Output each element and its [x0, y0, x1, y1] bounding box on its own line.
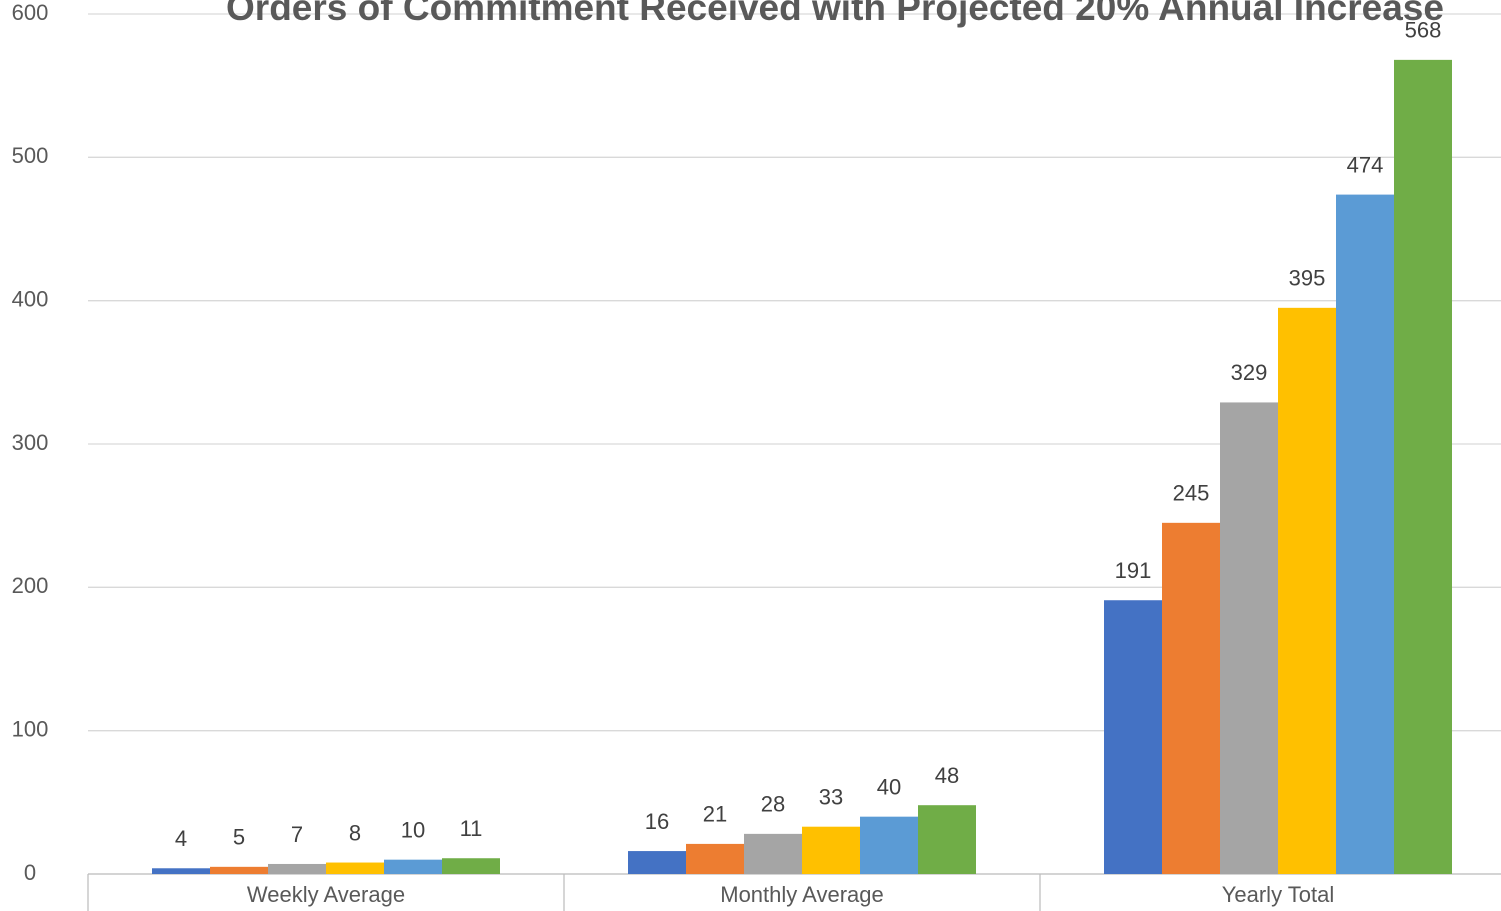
y-tick-label: 100: [12, 716, 49, 741]
chart-title: Orders of Commitment Received with Proje…: [226, 0, 1444, 28]
y-tick-label: 0: [24, 860, 36, 885]
x-tick-label: Weekly Average: [247, 882, 405, 907]
bar: [268, 863, 326, 874]
value-label: 4: [175, 826, 187, 851]
bar: [1394, 59, 1452, 875]
bar: [918, 805, 976, 874]
value-label: 10: [401, 817, 425, 842]
value-label: 8: [349, 820, 361, 845]
value-label: 474: [1347, 152, 1384, 177]
bar: [686, 843, 744, 874]
value-label: 11: [460, 816, 483, 841]
x-tick-label: Monthly Average: [720, 882, 883, 907]
y-tick-label: 200: [12, 573, 49, 598]
value-label: 5: [233, 825, 245, 850]
value-label: 28: [761, 792, 785, 817]
bar: [1336, 194, 1394, 875]
bar: [744, 833, 802, 874]
value-label: 191: [1115, 558, 1152, 583]
bar: [1278, 307, 1336, 874]
value-label: 16: [645, 809, 669, 834]
bar: [1162, 522, 1220, 874]
bar: [628, 851, 686, 874]
value-label: 395: [1289, 266, 1326, 291]
bar: [802, 826, 860, 874]
y-tick-label: 400: [12, 286, 49, 311]
value-label: 329: [1231, 360, 1268, 385]
bar: [1220, 402, 1278, 874]
bar: [210, 866, 268, 874]
value-label: 7: [291, 822, 303, 847]
bar: [152, 868, 210, 874]
value-label: 21: [703, 802, 727, 827]
value-label: 245: [1173, 481, 1210, 506]
value-label: 40: [877, 774, 901, 799]
value-label: 48: [935, 763, 959, 788]
x-tick-label: Yearly Total: [1222, 882, 1335, 907]
y-tick-label: 500: [12, 143, 49, 168]
bar: [442, 858, 500, 874]
value-label: 568: [1405, 18, 1442, 43]
bar: [326, 862, 384, 874]
y-tick-label: 600: [12, 0, 49, 25]
bar: [860, 816, 918, 874]
bar: [1104, 600, 1162, 874]
bar: [384, 859, 442, 874]
value-label: 33: [819, 785, 843, 810]
y-tick-label: 300: [12, 430, 49, 455]
